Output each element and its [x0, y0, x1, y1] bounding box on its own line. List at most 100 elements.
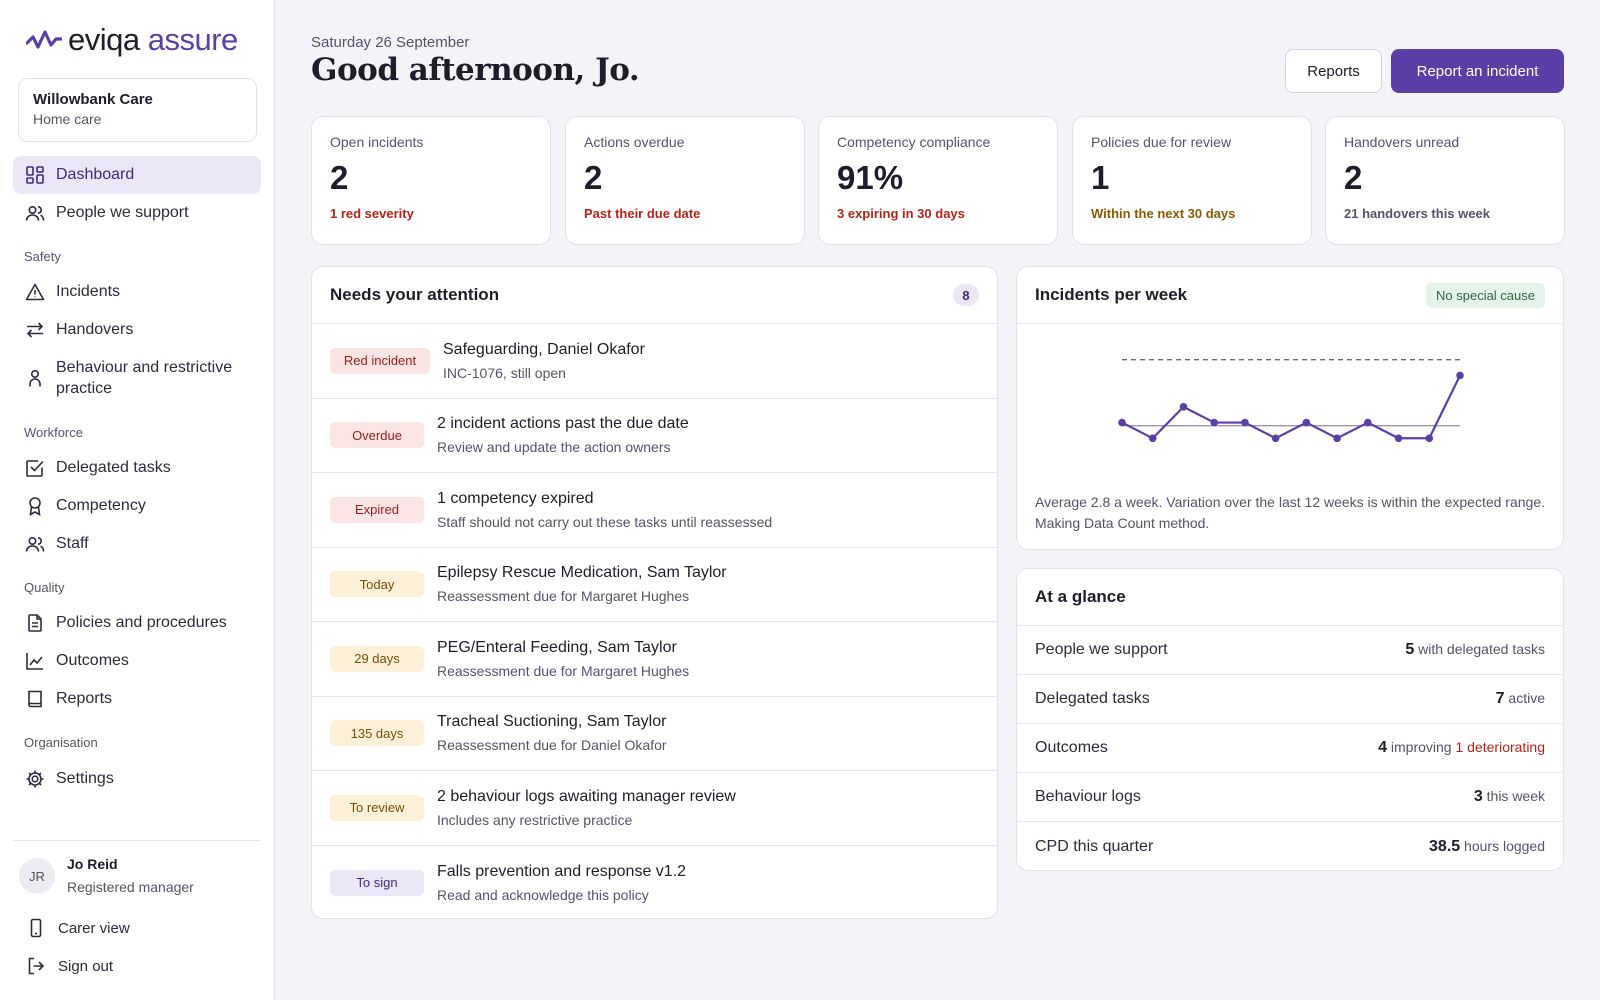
report-incident-button[interactable]: Report an incident: [1391, 49, 1564, 93]
section-label-organisation: Organisation: [24, 735, 98, 750]
attention-item[interactable]: Today Epilepsy Rescue Medication, Sam Tay…: [312, 548, 997, 622]
attention-text: Epilepsy Rescue Medication, Sam Taylor Re…: [437, 564, 727, 604]
warning-icon: [25, 283, 45, 301]
sign-out-link[interactable]: Sign out: [26, 956, 113, 976]
data-point: [1456, 371, 1464, 380]
attention-text: 1 competency expired Staff should not car…: [437, 490, 772, 530]
section-label-safety: Safety: [24, 249, 61, 264]
stat-note: 21 handovers this week: [1344, 206, 1490, 221]
incidents-chart-area: [1017, 324, 1563, 464]
glance-value: 38.5 hours logged: [1429, 838, 1545, 856]
attention-item-subtitle: Review and update the action owners: [437, 439, 671, 456]
stat-label: Handovers unread: [1344, 134, 1460, 150]
stat-value: 2: [330, 159, 349, 196]
stat-note: 3 expiring in 30 days: [837, 206, 965, 221]
nav-handovers[interactable]: Handovers: [13, 311, 261, 349]
nav-label: Staff: [56, 535, 89, 552]
logo-text: eviqa assure: [68, 22, 238, 58]
nav-settings[interactable]: Settings: [13, 760, 261, 798]
dashboard-icon: [26, 166, 44, 184]
attention-item[interactable]: 29 days PEG/Enteral Feeding, Sam Taylor Re…: [312, 622, 997, 697]
data-point: [1271, 434, 1280, 443]
checkbox-icon: [26, 460, 44, 477]
carer-view-link[interactable]: Carer view: [26, 918, 130, 938]
stat-card-actions-overdue[interactable]: Actions overdue 2 Past their due date: [565, 116, 805, 245]
nav-label: Competency: [56, 497, 146, 514]
nav-label: Reports: [56, 690, 113, 707]
stat-note: Past their due date: [584, 206, 701, 221]
organisation-switcher[interactable]: Willowbank Care Home care: [18, 78, 257, 142]
carer-view-label: Carer view: [58, 919, 130, 937]
glance-number: 4: [1378, 739, 1387, 756]
reports-button[interactable]: Reports: [1285, 49, 1382, 93]
nav-reports[interactable]: Reports: [13, 680, 261, 718]
stat-label: Actions overdue: [584, 134, 685, 150]
glance-label: Outcomes: [1035, 739, 1108, 756]
sign-out-label: Sign out: [58, 957, 114, 975]
attention-item-title: 2 behaviour logs awaiting manager review: [437, 787, 736, 805]
glance-row[interactable]: Behaviour logs 3 this week: [1017, 773, 1563, 822]
nav-behaviour-restrictive-practice[interactable]: Behaviour and restrictive practice: [13, 353, 261, 403]
book-icon: [28, 690, 42, 708]
nav-incidents[interactable]: Incidents: [13, 273, 261, 311]
glance-row[interactable]: People we support 5 with delegated tasks: [1017, 626, 1563, 675]
glance-row[interactable]: CPD this quarter 38.5 hours logged: [1017, 822, 1563, 870]
nav-competency[interactable]: Competency: [13, 487, 261, 525]
attention-text: PEG/Enteral Feeding, Sam Taylor Reassessm…: [437, 639, 689, 679]
glance-value: 7 active: [1496, 690, 1545, 708]
attention-item-subtitle: Reassessment due for Daniel Okafor: [437, 737, 667, 754]
nav-staff[interactable]: Staff: [13, 525, 261, 563]
attention-badge: To review: [330, 794, 424, 821]
stat-card-competency-compliance[interactable]: Competency compliance 91% 3 expiring in …: [818, 116, 1058, 245]
incidents-series-line: [1121, 374, 1461, 440]
nav-dashboard[interactable]: Dashboard: [13, 156, 261, 194]
attention-badge: Red incident: [330, 347, 430, 374]
nav-label: Settings: [56, 770, 114, 787]
stat-value: 91%: [837, 159, 904, 196]
page-title: Good afternoon, Jo.: [311, 52, 640, 88]
nav-label: Behaviour and restrictive practice: [56, 359, 233, 397]
swap-icon: [26, 322, 44, 338]
nav-policies-procedures[interactable]: Policies and procedures: [13, 604, 261, 642]
attention-item[interactable]: To review 2 behaviour logs awaiting manag…: [312, 771, 997, 846]
avatar[interactable]: JR: [19, 858, 55, 894]
current-date: Saturday 26 September: [311, 34, 470, 51]
stat-note: Within the next 30 days: [1091, 206, 1236, 221]
stat-label: Policies due for review: [1091, 134, 1232, 150]
attention-item-subtitle: Reassessment due for Margaret Hughes: [437, 662, 690, 679]
attention-item[interactable]: To sign Falls prevention and response v1.…: [312, 846, 997, 919]
person-icon: [29, 369, 41, 387]
data-point: [1333, 434, 1341, 443]
brand-name-secondary: assure: [147, 22, 239, 57]
attention-item-title: 2 incident actions past the due date: [437, 415, 689, 433]
attention-item[interactable]: Overdue 2 incident actions past the due d…: [312, 399, 997, 473]
attention-item[interactable]: 135 days Tracheal Suctioning, Sam Taylor R…: [312, 697, 997, 771]
attention-item-title: Safeguarding, Daniel Okafor: [443, 340, 645, 358]
attention-list: Red incident Safeguarding, Daniel Okafor I…: [312, 324, 997, 919]
glance-number: 3: [1473, 788, 1483, 805]
attention-item[interactable]: Red incident Safeguarding, Daniel Okafor I…: [312, 324, 997, 399]
glance-label: People we support: [1035, 641, 1168, 658]
attention-text: Safeguarding, Daniel Okafor INC-1076, sti…: [443, 341, 645, 381]
glance-text: improving: [1390, 739, 1452, 755]
attention-text: Falls prevention and response v1.2 Read a…: [437, 863, 686, 903]
nav-label: Delegated tasks: [56, 459, 171, 476]
stat-card-handovers-unread[interactable]: Handovers unread 2 21 handovers this wee…: [1325, 116, 1565, 245]
stat-card-policies-due[interactable]: Policies due for review 1 Within the nex…: [1072, 116, 1312, 245]
glance-number: 5: [1405, 641, 1415, 658]
logo[interactable]: eviqa assure: [26, 22, 238, 58]
nav-delegated-tasks[interactable]: Delegated tasks: [13, 449, 261, 487]
glance-row[interactable]: Delegated tasks 7 active: [1017, 675, 1563, 724]
nav-people-we-support[interactable]: People we support: [13, 194, 261, 232]
data-point: [1118, 418, 1126, 427]
sidebar-divider: [13, 840, 261, 841]
glance-row[interactable]: Outcomes 4 improving 1 deteriorating: [1017, 724, 1563, 773]
attention-panel: Needs your attention 8 Red incident Safeg…: [311, 266, 998, 919]
incidents-line-chart: [1118, 359, 1464, 443]
stat-card-open-incidents[interactable]: Open incidents 2 1 red severity: [311, 116, 551, 245]
attention-item[interactable]: Expired 1 competency expired Staff should …: [312, 473, 997, 548]
attention-item-subtitle: Staff should not carry out these tasks u…: [437, 513, 773, 530]
organisation-type: Home care: [33, 111, 102, 127]
attention-header: Needs your attention 8: [312, 267, 997, 324]
nav-outcomes[interactable]: Outcomes: [13, 642, 261, 680]
